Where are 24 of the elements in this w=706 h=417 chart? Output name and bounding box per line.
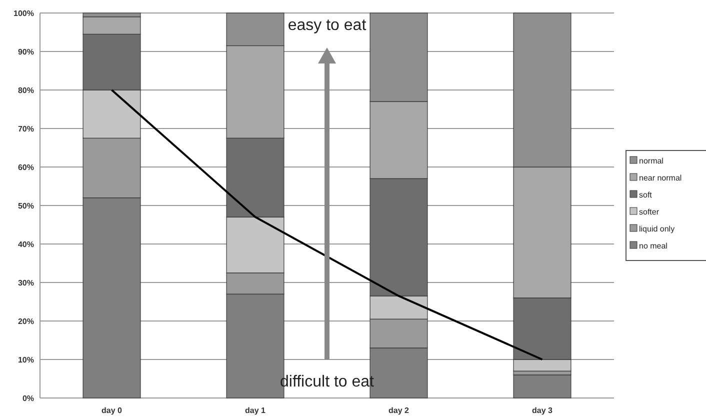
y-tick-label: 30% — [18, 278, 34, 288]
x-tick-label: day 0 — [102, 406, 123, 415]
y-tick-label: 70% — [18, 124, 34, 134]
annotation: easy to eat — [288, 17, 367, 34]
legend-label: soft — [639, 190, 653, 200]
y-tick-label: 100% — [14, 8, 34, 18]
y-tick-label: 0% — [22, 394, 34, 403]
y-tick-label: 20% — [18, 316, 34, 326]
y-tick-label: 50% — [18, 201, 34, 210]
bar — [513, 374, 572, 398]
line-series — [110, 89, 544, 360]
x-tick-label: day 1 — [245, 406, 266, 415]
y-tick-label: 60% — [18, 162, 34, 172]
y-tick-label: 40% — [18, 240, 34, 249]
legend-label: normal — [639, 156, 664, 166]
y-tick-label: 80% — [18, 86, 34, 95]
x-tick-label: day 2 — [388, 406, 410, 415]
y-tick-label: 10% — [18, 355, 34, 364]
y-tick-label: 90% — [18, 47, 34, 56]
legend-label: no meal — [639, 241, 668, 250]
legend-label: near normal — [639, 173, 682, 182]
x-tick-label: day 3 — [532, 406, 554, 415]
legend-label: liquid only — [639, 224, 675, 234]
legend-label: softer — [639, 207, 660, 216]
